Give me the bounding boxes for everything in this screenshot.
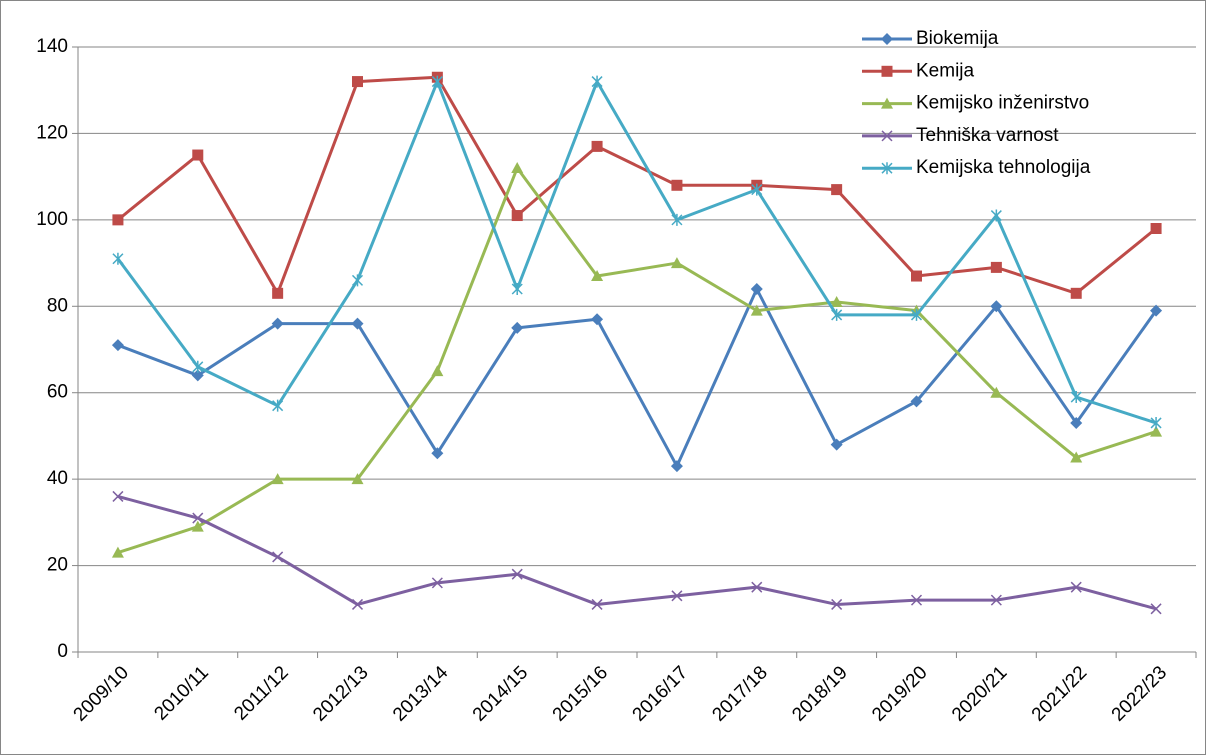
marker bbox=[671, 213, 683, 226]
marker bbox=[831, 184, 843, 196]
y-tick-label: 100 bbox=[36, 209, 68, 230]
marker bbox=[431, 75, 443, 88]
marker bbox=[191, 369, 204, 382]
marker bbox=[910, 395, 923, 408]
marker bbox=[591, 140, 603, 152]
marker bbox=[881, 65, 893, 77]
marker bbox=[111, 546, 124, 558]
marker bbox=[881, 97, 893, 109]
marker bbox=[272, 399, 284, 412]
y-tick-label: 140 bbox=[36, 36, 68, 57]
marker bbox=[1150, 223, 1162, 234]
marker bbox=[911, 270, 922, 282]
marker bbox=[431, 577, 443, 589]
marker bbox=[431, 365, 444, 377]
marker bbox=[671, 590, 683, 602]
marker bbox=[1070, 581, 1082, 593]
marker bbox=[830, 295, 843, 307]
marker bbox=[351, 317, 364, 330]
marker bbox=[910, 594, 923, 606]
marker bbox=[1070, 391, 1082, 404]
marker bbox=[192, 149, 204, 161]
marker bbox=[910, 308, 923, 321]
marker bbox=[1070, 416, 1083, 429]
marker bbox=[511, 321, 524, 334]
series-line bbox=[116, 75, 1158, 295]
marker bbox=[1150, 304, 1163, 317]
marker bbox=[830, 438, 843, 451]
marker bbox=[881, 162, 893, 175]
marker bbox=[990, 386, 1003, 398]
marker bbox=[192, 360, 204, 373]
marker bbox=[351, 598, 364, 610]
marker bbox=[990, 594, 1002, 606]
marker bbox=[431, 447, 444, 460]
marker bbox=[1070, 287, 1082, 299]
marker bbox=[511, 210, 523, 222]
marker bbox=[1070, 451, 1083, 463]
legend-label: Kemijska tehnologija bbox=[916, 157, 1091, 178]
marker bbox=[272, 551, 284, 563]
marker bbox=[881, 33, 893, 45]
marker bbox=[511, 568, 523, 580]
marker bbox=[591, 598, 603, 610]
legend-label: Biokemija bbox=[916, 28, 999, 49]
marker bbox=[191, 520, 204, 532]
marker bbox=[511, 283, 523, 295]
y-tick-label: 20 bbox=[47, 555, 68, 576]
y-tick-label: 60 bbox=[47, 382, 68, 403]
marker bbox=[1150, 603, 1162, 615]
marker bbox=[750, 283, 763, 295]
series-line bbox=[116, 80, 1157, 425]
marker bbox=[271, 317, 284, 330]
series-line bbox=[117, 166, 1157, 555]
marker bbox=[990, 261, 1002, 273]
y-tick-label: 0 bbox=[57, 641, 68, 662]
marker bbox=[881, 130, 893, 142]
marker bbox=[591, 313, 604, 326]
marker bbox=[1150, 425, 1163, 437]
marker bbox=[112, 490, 124, 502]
marker bbox=[511, 162, 524, 173]
marker bbox=[112, 252, 124, 265]
marker bbox=[831, 308, 843, 321]
marker bbox=[1150, 416, 1162, 429]
marker bbox=[351, 274, 364, 287]
marker bbox=[192, 512, 204, 524]
marker bbox=[591, 75, 603, 88]
legend-label: Kemijsko inženirstvo bbox=[916, 93, 1089, 114]
marker bbox=[990, 300, 1003, 313]
marker bbox=[670, 257, 683, 269]
marker bbox=[751, 183, 763, 196]
marker bbox=[351, 473, 364, 485]
marker bbox=[751, 581, 763, 593]
marker bbox=[671, 179, 683, 191]
marker bbox=[112, 214, 124, 226]
marker bbox=[272, 287, 284, 299]
y-tick-label: 80 bbox=[47, 295, 68, 316]
legend-label: Tehniška varnost bbox=[916, 125, 1059, 146]
legend-label: Kemija bbox=[916, 60, 975, 81]
marker bbox=[352, 76, 363, 88]
marker bbox=[591, 270, 604, 282]
marker bbox=[831, 598, 843, 610]
marker bbox=[670, 460, 683, 473]
marker bbox=[271, 473, 284, 485]
series-line bbox=[117, 494, 1157, 611]
marker bbox=[750, 304, 763, 316]
y-tick-label: 120 bbox=[36, 122, 68, 143]
y-tick-label: 40 bbox=[47, 468, 68, 489]
series-line bbox=[117, 287, 1158, 468]
marker bbox=[111, 339, 124, 352]
marker bbox=[990, 209, 1002, 222]
